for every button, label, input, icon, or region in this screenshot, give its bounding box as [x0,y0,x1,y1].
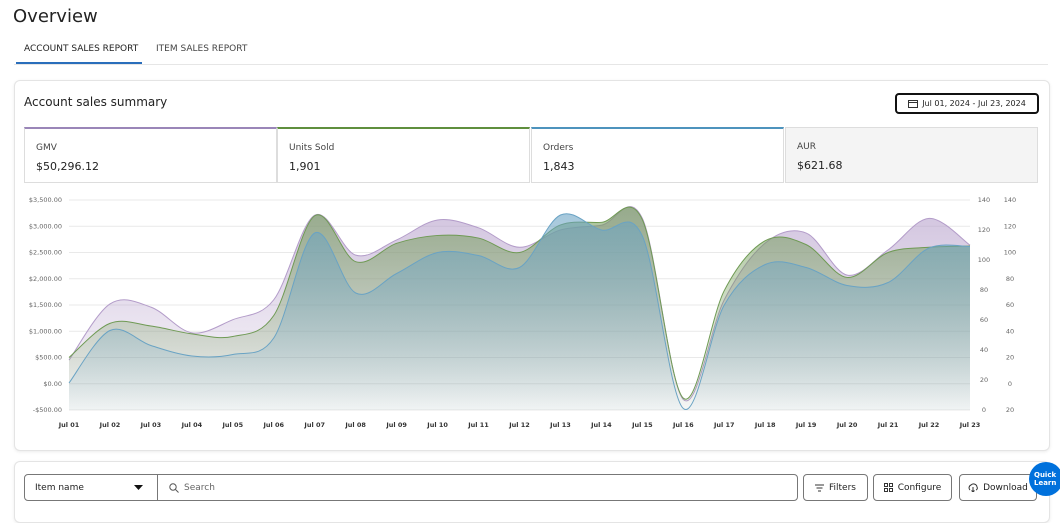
y-tick-label: $0.00 [43,380,62,388]
metric-card: Orders 1,843 [531,127,784,183]
y3-tick-label: 0 [982,406,986,414]
x-tick-label: Jul 07 [303,421,325,429]
metric-value: $621.68 [797,159,843,172]
x-tick-label: Jul 12 [508,421,530,429]
x-tick-label: Jul 01 [58,421,80,429]
metric-value: 1,843 [543,160,575,173]
x-tick-label: Jul 21 [877,421,899,429]
x-tick-label: Jul 14 [590,421,612,429]
x-tick-label: Jul 17 [713,421,735,429]
metric-value: $50,296.12 [36,160,99,173]
x-tick-label: Jul 19 [795,421,817,429]
y3-tick-label: 80 [980,286,988,294]
configure-button[interactable]: Configure [873,474,952,501]
x-tick-label: Jul 03 [140,421,162,429]
metric-value: 1,901 [289,160,321,173]
x-tick-label: Jul 02 [99,421,121,429]
y3-tick-label: 60 [980,316,988,324]
button-label: Configure [897,482,942,493]
y-tick-label: $3,000.00 [29,222,62,230]
quick-learn[interactable]: Quick Learn [1029,462,1060,496]
metric-label: Units Sold [289,143,335,153]
tab[interactable]: ACCOUNT SALES REPORT [24,44,139,54]
y3-tick-label: 140 [978,196,990,204]
y-tick-label: $1,000.00 [29,327,62,335]
x-tick-label: Jul 15 [631,421,653,429]
y-tick-label: $2,000.00 [29,275,62,283]
y-tick-label: -$500.00 [33,406,62,414]
y2-tick-label: 60 [1006,301,1014,309]
y2-tick-label: 80 [1006,275,1014,283]
tab[interactable]: ITEM SALES REPORT [156,44,248,54]
y-tick-label: $500.00 [35,354,62,362]
button-label: Filters [829,482,856,493]
x-tick-label: Jul 05 [222,421,244,429]
x-tick-label: Jul 16 [672,421,694,429]
x-tick-label: Jul 10 [426,421,448,429]
dropdown-label: Item name [35,483,84,493]
search-input[interactable]: Search [157,474,798,501]
page: Overview ACCOUNT SALES REPORT ITEM SALES… [13,6,1060,523]
y3-tick-label: 20 [980,376,988,384]
x-tick-label: Jul 09 [385,421,407,429]
date-range: Jul 01, 2024 - Jul 23, 2024 [922,99,1026,108]
y3-tick-label: 120 [978,226,990,234]
filter-icon [815,484,824,491]
y2-tick-label: 40 [1006,327,1014,335]
x-tick-label: Jul 23 [959,421,981,429]
x-tick-label: Jul 08 [344,421,366,429]
chart: $3,500.00 $3,000.00 $2,500.00 $2,000.00 $1,5… [29,196,1016,429]
download-icon [968,483,978,492]
dropdown[interactable]: Item name [24,474,158,501]
metric-card: Units Sold 1,901 [277,127,530,183]
x-tick-label: Jul 06 [262,421,284,429]
card-title: Account sales summary [24,95,168,109]
metric-label: GMV [36,143,57,153]
date-picker[interactable]: Jul 01, 2024 - Jul 23, 2024 [895,93,1039,114]
x-tick-label: Jul 22 [918,421,940,429]
y-tick-label: $3,500.00 [29,196,62,204]
metric-card: AUR $621.68 [785,127,1038,183]
download-button[interactable]: Download [959,474,1037,501]
search-placeholder: Search [184,483,215,493]
metric-label: Orders [543,143,574,153]
calendar-icon [908,100,919,108]
page-title: Overview [13,6,98,27]
y-tick-label: $2,500.00 [29,249,62,257]
divider [14,64,1048,65]
x-tick-label: Jul 18 [754,421,776,429]
metric-label: AUR [797,142,816,152]
x-tick-label: Jul 04 [181,421,203,429]
filters-button[interactable]: Filters [803,474,868,501]
series-line [68,213,971,410]
series-line [68,206,971,400]
x-tick-label: Jul 20 [836,421,858,429]
x-tick-label: Jul 11 [467,421,489,429]
search-icon [169,483,179,493]
series-area [69,213,970,410]
y2-tick-label: 20 [1006,354,1014,362]
y2-tick-label: 140 [1004,196,1016,204]
y2-tick-label: 120 [1004,222,1016,230]
y2-tick-label: 0 [1008,380,1012,388]
button-label: Download [983,482,1028,493]
y3-tick-label: 100 [978,256,990,264]
metric-card: GMV $50,296.12 [24,127,277,183]
x-tick-label: Jul 13 [549,421,571,429]
y3-tick-label: 40 [980,346,988,354]
y2-tick-label: 100 [1004,249,1016,257]
caret [134,485,143,490]
tab-indicator [16,62,142,64]
y2-tick-label: 20 [1006,406,1014,414]
grid-icon [883,483,893,492]
y-tick-label: $1,500.00 [29,301,62,309]
quick-learn-label: Quick Learn [1034,471,1057,487]
